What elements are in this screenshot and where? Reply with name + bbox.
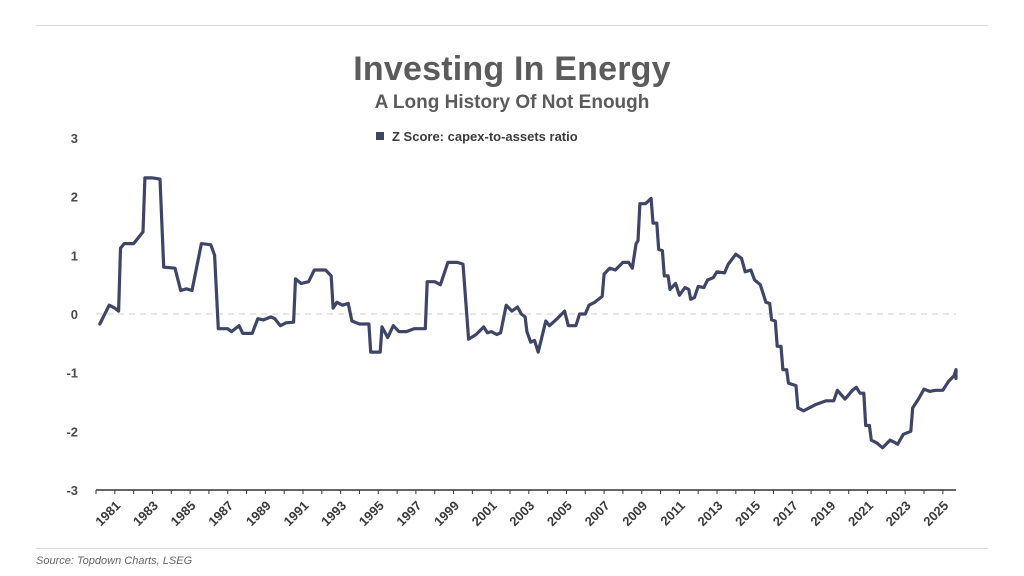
y-tick-label: -1: [66, 366, 78, 381]
x-tick-label: 1985: [168, 498, 199, 529]
series-line-zscore: [98, 176, 958, 450]
x-tick-label: 2003: [506, 498, 537, 529]
y-tick-label: -2: [66, 424, 78, 439]
bottom-divider: [36, 548, 988, 549]
y-tick-label: 3: [71, 131, 78, 146]
x-tick-label: 2011: [657, 498, 688, 529]
x-tick-label: 1993: [318, 498, 349, 529]
x-tick-label: 1987: [205, 498, 236, 529]
x-tick-label: 2009: [619, 498, 650, 529]
top-divider: [36, 25, 988, 26]
x-tick-label: 2013: [695, 498, 726, 529]
x-tick-label: 2017: [770, 498, 801, 529]
y-tick-label: -3: [66, 483, 78, 498]
legend-label: Z Score: capex-to-assets ratio: [392, 128, 578, 144]
x-tick-label: 2021: [845, 498, 876, 529]
y-tick-label: 0: [71, 307, 78, 322]
x-tick-label: 2015: [732, 498, 763, 529]
x-tick-label: 2005: [544, 498, 575, 529]
x-tick-label: 1989: [243, 498, 274, 529]
x-tick-label: 2007: [582, 498, 613, 529]
source-note: Source: Topdown Charts, LSEG: [36, 555, 193, 567]
chart-subtitle: A Long History Of Not Enough: [374, 92, 650, 113]
x-tick-label: 1995: [356, 498, 387, 529]
y-tick-label: 2: [71, 190, 78, 205]
x-tick-label: 2001: [469, 498, 500, 529]
x-tick-label: 2025: [920, 498, 951, 529]
x-tick-label: 1981: [92, 498, 123, 529]
y-tick-label: 1: [71, 248, 78, 263]
x-tick-label: 2023: [883, 498, 914, 529]
chart-legend: Z Score: capex-to-assets ratio: [376, 128, 578, 144]
x-tick-label: 1999: [431, 498, 462, 529]
x-tick-label: 1991: [281, 498, 312, 529]
x-tick-label: 1983: [130, 498, 161, 529]
x-tick-label: 2019: [807, 498, 838, 529]
chart-title: Investing In Energy: [353, 50, 671, 88]
x-tick-label: 1997: [393, 498, 424, 529]
legend-swatch: [376, 132, 384, 140]
